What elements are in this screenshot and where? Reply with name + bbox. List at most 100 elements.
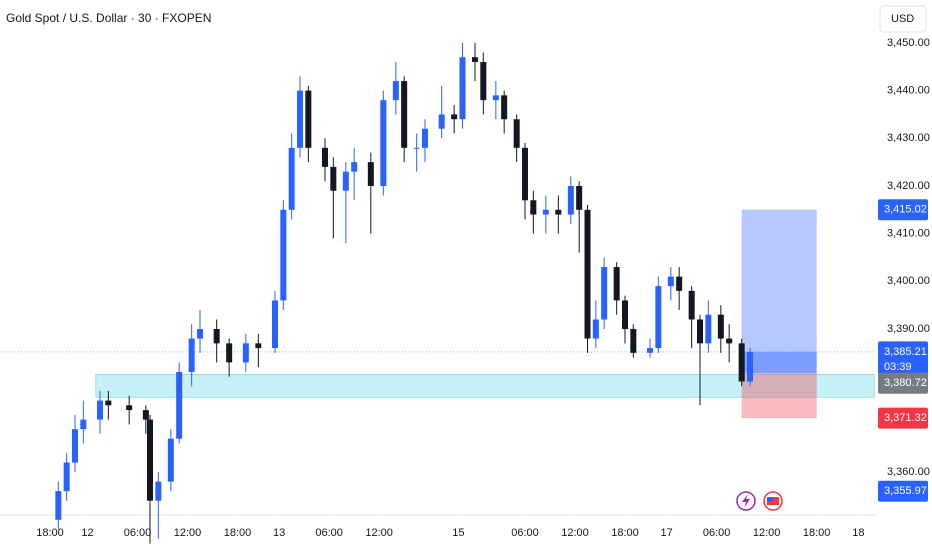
price-tag-label: 3,371.32 (884, 412, 927, 424)
candle-body (380, 100, 387, 186)
x-tick-label: 15 (452, 527, 464, 539)
x-tick-label: 18:00 (224, 527, 252, 539)
candle-body (555, 209, 562, 215)
candle-body (351, 162, 358, 172)
candle-body (392, 81, 399, 101)
candle-body (401, 81, 408, 148)
candle-body (305, 90, 312, 148)
chart-title: Gold Spot / U.S. Dollar · 30 · FXOPEN (6, 11, 211, 25)
candle-body (155, 481, 162, 501)
candle-body (480, 61, 487, 101)
candle-body (567, 185, 574, 215)
candle-body (255, 343, 262, 349)
candle-body (242, 343, 249, 363)
candle-body (530, 200, 537, 215)
x-tick-label: 17 (661, 527, 673, 539)
candle-body (176, 371, 183, 439)
x-tick-label: 12:00 (365, 527, 393, 539)
price-tag-label: 3,380.72 (884, 377, 927, 389)
price-tag-label: 3,385.21 (884, 346, 927, 358)
price-tag (878, 199, 928, 221)
candle-body (142, 410, 149, 420)
x-tick-label: 12:00 (174, 527, 202, 539)
currency: USD (891, 13, 914, 25)
candle-body (105, 400, 112, 406)
y-tick-label: 3,430.00 (887, 132, 930, 144)
y-tick-label: 3,400.00 (887, 275, 930, 287)
candle-body (459, 57, 466, 120)
y-tick-label: 3,420.00 (887, 180, 930, 192)
candle-body (72, 429, 78, 463)
price-axis (875, 40, 932, 550)
candle-body (322, 147, 328, 167)
position-target (741, 209, 817, 374)
candle-body (592, 319, 599, 339)
y-tick-label: 3,360.00 (887, 466, 930, 478)
x-tick-label: 06:00 (511, 527, 539, 539)
candle-body (197, 329, 203, 339)
candle-body (501, 95, 508, 120)
price-tag (878, 341, 928, 375)
candle-body (622, 300, 628, 330)
x-tick-label: 18:00 (36, 527, 64, 539)
candle-body (272, 300, 278, 349)
candle-body (705, 314, 712, 344)
candle-body (422, 128, 428, 148)
candle-body (655, 286, 662, 349)
x-tick-label: 12:00 (561, 527, 589, 539)
candle-body (330, 166, 337, 191)
candle-body (717, 314, 724, 339)
candle-body (288, 147, 295, 210)
price-tag (878, 480, 928, 502)
candle-body (697, 319, 703, 344)
candle-body (472, 57, 478, 62)
candle-body (63, 462, 70, 492)
candle-body (413, 147, 420, 149)
candle-body (147, 419, 153, 501)
x-tick-label: 06:00 (703, 527, 731, 539)
x-tick-label: 18:00 (611, 527, 639, 539)
candle-body (438, 114, 445, 129)
candle-body (492, 95, 499, 101)
y-tick-label: 3,450.00 (887, 37, 930, 49)
y-tick-label: 3,390.00 (887, 323, 930, 335)
candle-body (80, 419, 87, 430)
countdown: 03:39 (884, 361, 912, 373)
y-tick-label: 3,410.00 (887, 228, 930, 240)
candle-body (226, 343, 233, 363)
candle-body (342, 171, 349, 191)
currency-box[interactable] (879, 5, 927, 33)
candle-body (297, 90, 303, 148)
position-stop (741, 373, 817, 419)
candle-body (280, 209, 287, 301)
price-tag (878, 372, 928, 394)
candle-body (97, 400, 103, 420)
candle-body (630, 329, 637, 353)
candle-body (576, 185, 583, 210)
candle-body (542, 209, 549, 215)
candle-body (667, 276, 674, 287)
candle-body (513, 119, 520, 148)
candle-body (126, 405, 133, 411)
candle-body (747, 351, 753, 382)
price-tag-label: 3,415.02 (884, 204, 927, 216)
candle-body (613, 267, 620, 301)
x-tick-label: 13 (273, 527, 285, 539)
event-icons[interactable] (736, 491, 783, 511)
candle-body (188, 338, 195, 372)
x-tick-label: 06:00 (124, 527, 152, 539)
candle-body (451, 114, 458, 120)
candle-body (688, 290, 695, 320)
candle-body (213, 329, 220, 344)
candle-body (738, 343, 745, 382)
x-tick-label: 06:00 (315, 527, 343, 539)
candle-body (601, 267, 608, 320)
candle-body (726, 338, 733, 344)
candle-body (55, 491, 62, 520)
candle-body (676, 276, 683, 291)
x-tick-label: 12 (81, 527, 93, 539)
x-tick-label: 18:00 (803, 527, 831, 539)
price-tag (878, 407, 928, 429)
candle-body (647, 348, 653, 353)
